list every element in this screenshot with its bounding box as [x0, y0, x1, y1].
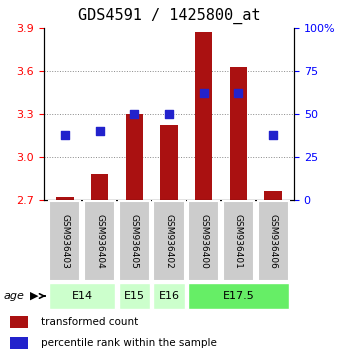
Point: [166, 111, 172, 117]
Text: E17.5: E17.5: [222, 291, 254, 301]
Bar: [10, 337, 28, 349]
Text: GDS4591 / 1425800_at: GDS4591 / 1425800_at: [78, 8, 260, 24]
FancyBboxPatch shape: [188, 283, 289, 309]
Text: E14: E14: [72, 291, 93, 301]
FancyBboxPatch shape: [49, 283, 115, 309]
Bar: [195, 32, 212, 200]
Text: transformed count: transformed count: [42, 317, 139, 327]
Text: E15: E15: [124, 291, 145, 301]
Point: [201, 91, 207, 96]
Point: [97, 129, 102, 134]
Point: [131, 111, 137, 117]
Bar: [56, 197, 73, 200]
FancyBboxPatch shape: [119, 283, 150, 309]
Point: [270, 132, 276, 137]
Text: E16: E16: [159, 291, 179, 301]
FancyBboxPatch shape: [84, 201, 115, 281]
Point: [236, 91, 241, 96]
Text: GSM936403: GSM936403: [61, 213, 69, 268]
Point: [62, 132, 68, 137]
Text: ▶: ▶: [30, 291, 38, 301]
FancyBboxPatch shape: [119, 201, 150, 281]
FancyBboxPatch shape: [153, 201, 185, 281]
FancyBboxPatch shape: [223, 201, 254, 281]
Bar: [230, 67, 247, 200]
Text: percentile rank within the sample: percentile rank within the sample: [42, 338, 217, 348]
Text: GSM936404: GSM936404: [95, 213, 104, 268]
FancyBboxPatch shape: [153, 283, 185, 309]
Bar: [126, 114, 143, 200]
Text: GSM936401: GSM936401: [234, 213, 243, 268]
Text: GSM936400: GSM936400: [199, 213, 208, 268]
Text: GSM936405: GSM936405: [130, 213, 139, 268]
Bar: [10, 316, 28, 328]
Text: age: age: [3, 291, 24, 301]
Text: GSM936406: GSM936406: [269, 213, 277, 268]
Text: GSM936402: GSM936402: [165, 213, 173, 268]
Bar: [265, 192, 282, 200]
Bar: [160, 125, 178, 200]
FancyBboxPatch shape: [49, 201, 80, 281]
FancyBboxPatch shape: [188, 201, 219, 281]
FancyBboxPatch shape: [258, 201, 289, 281]
Bar: [91, 174, 108, 200]
